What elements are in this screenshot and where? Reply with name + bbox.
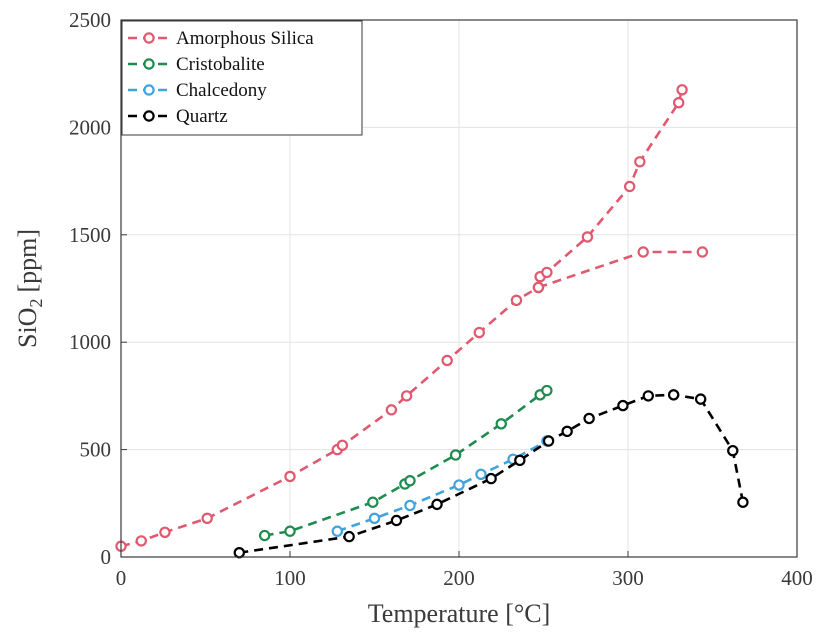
data-point xyxy=(453,479,465,491)
data-point xyxy=(284,525,296,537)
data-point xyxy=(514,454,526,467)
legend-marker xyxy=(143,58,155,70)
legend-label: Cristobalite xyxy=(176,54,265,75)
data-point xyxy=(642,390,654,402)
data-point xyxy=(617,399,629,412)
data-point xyxy=(637,246,649,258)
data-point xyxy=(336,439,349,452)
data-point xyxy=(400,390,413,402)
data-point xyxy=(390,514,403,527)
legend-item: Cristobalite xyxy=(128,54,265,75)
data-point xyxy=(667,389,680,401)
data-point xyxy=(284,470,296,483)
series-line xyxy=(120,89,684,548)
data-point xyxy=(561,425,573,438)
data-point xyxy=(495,418,507,430)
data-point xyxy=(542,435,555,447)
series-cristobalite xyxy=(258,384,553,542)
data-point xyxy=(404,475,416,487)
x-axis: 0 100 200 300 400 xyxy=(116,551,813,590)
x-tick-label: 300 xyxy=(612,566,644,590)
legend: Amorphous Silica Cristobalite Chalcedony Qu… xyxy=(121,20,363,136)
legend-item: Chalcedony xyxy=(128,80,267,101)
data-point xyxy=(331,525,344,537)
legend-item: Amorphous Silica xyxy=(128,28,314,49)
legend-label: Quartz xyxy=(176,106,228,127)
series-layer xyxy=(115,84,749,559)
data-point xyxy=(676,84,688,96)
legend-item: Quartz xyxy=(128,106,228,127)
data-point xyxy=(473,326,485,339)
legend-marker xyxy=(143,110,155,122)
legend-label: Amorphous Silica xyxy=(176,28,314,49)
data-point xyxy=(343,530,355,543)
series-line xyxy=(239,393,745,554)
y-tick-label: 500 xyxy=(80,438,112,462)
series-quartz xyxy=(233,389,749,559)
data-point xyxy=(541,266,553,279)
y-tick-label: 2500 xyxy=(69,8,111,32)
data-point xyxy=(532,281,545,294)
x-tick-label: 200 xyxy=(443,566,475,590)
data-point xyxy=(135,535,147,547)
data-point xyxy=(368,512,381,525)
data-point xyxy=(201,512,213,525)
series-chalcedony xyxy=(331,435,553,537)
y-axis-title-subscript: 2 xyxy=(26,299,46,308)
series-line xyxy=(537,250,703,289)
data-point xyxy=(233,547,245,559)
data-point xyxy=(475,468,487,481)
data-point xyxy=(737,496,749,508)
data-point xyxy=(441,354,453,367)
legend-marker xyxy=(143,32,155,44)
y-axis: 0 500 1000 1500 2000 2500 xyxy=(69,8,127,569)
data-point xyxy=(431,498,443,511)
data-point xyxy=(541,384,553,397)
data-point xyxy=(385,404,398,416)
data-point xyxy=(510,294,523,307)
x-tick-label: 0 xyxy=(116,566,127,590)
y-tick-label: 2000 xyxy=(69,115,111,139)
data-point xyxy=(367,496,379,508)
data-point xyxy=(258,529,271,542)
data-point xyxy=(673,96,685,109)
data-point xyxy=(404,499,416,512)
x-tick-label: 100 xyxy=(274,566,306,590)
y-tick-label: 1500 xyxy=(69,223,111,247)
data-point xyxy=(623,180,636,193)
y-axis-title-main: SiO xyxy=(13,308,42,348)
y-axis-title: SiO2 [ppm] xyxy=(13,229,46,348)
data-point xyxy=(727,444,739,457)
legend-marker xyxy=(143,84,155,96)
y-axis-title-unit: [ppm] xyxy=(13,229,42,293)
data-point xyxy=(634,156,646,168)
y-tick-label: 0 xyxy=(101,545,112,569)
data-point xyxy=(581,231,594,243)
data-point xyxy=(696,246,709,258)
data-point xyxy=(583,412,595,425)
legend-label: Chalcedony xyxy=(176,80,267,101)
data-point xyxy=(449,449,462,461)
data-point xyxy=(485,472,497,485)
data-point xyxy=(159,526,171,538)
x-axis-title: Temperature [°C] xyxy=(368,599,551,628)
x-tick-label: 400 xyxy=(781,566,813,590)
y-tick-label: 1000 xyxy=(69,330,111,354)
data-point xyxy=(694,393,707,405)
